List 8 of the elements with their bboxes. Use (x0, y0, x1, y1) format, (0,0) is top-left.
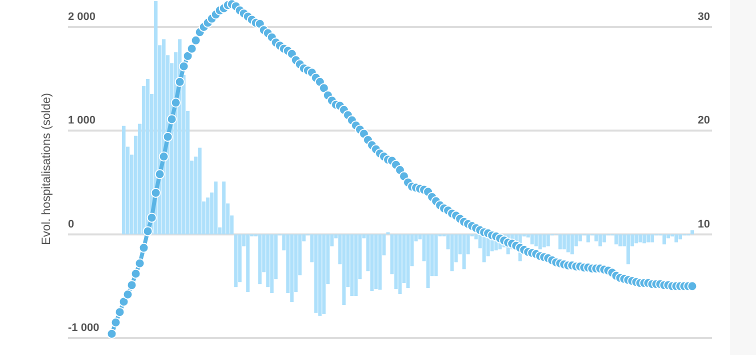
y-tick-label: 1 000 (68, 114, 96, 127)
y2-tick-label: 30 (698, 10, 710, 23)
y2-tick-label: 10 (698, 218, 710, 230)
y2-tick-label: 20 (698, 114, 710, 127)
y-axis-title: Evol. hospitalisations (solde) (39, 92, 53, 246)
y-tick-label: -1 000 (68, 322, 100, 334)
y-tick-label: 2 000 (68, 10, 96, 23)
y-tick-label: 0 (68, 218, 74, 230)
